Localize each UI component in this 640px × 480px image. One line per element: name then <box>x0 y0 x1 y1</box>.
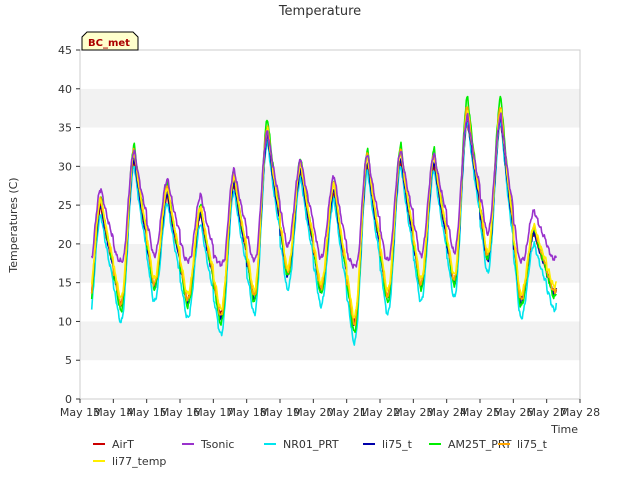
grid-band <box>80 88 580 128</box>
series-line-li77-temp <box>90 108 558 319</box>
legend-label: AM25T_PRT <box>448 438 512 451</box>
grid-band <box>80 50 580 89</box>
legend-label: li75_t <box>382 438 413 451</box>
y-axis-label: Temperatures (C) <box>7 177 20 273</box>
site-tag: BC_met <box>81 31 139 51</box>
x-tick-label: May 23 <box>393 406 433 419</box>
x-tick-label: May 17 <box>193 406 233 419</box>
legend-label: Tsonic <box>200 438 234 451</box>
y-tick-label: 30 <box>58 160 72 173</box>
x-tick-label: May 13 <box>60 406 100 419</box>
grid-band <box>80 243 580 283</box>
y-tick-label: 20 <box>58 238 72 251</box>
x-axis-label: Time <box>550 423 578 436</box>
x-tick-label: May 26 <box>493 406 533 419</box>
legend-label: NR01_PRT <box>283 438 339 451</box>
x-tick-label: May 28 <box>560 406 600 419</box>
y-tick-label: 35 <box>58 122 72 135</box>
y-tick-label: 10 <box>58 315 72 328</box>
x-tick-label: May 20 <box>293 406 333 419</box>
series-line-nr01-prt <box>90 120 558 346</box>
x-tick-label: May 19 <box>260 406 300 419</box>
x-tick-label: May 22 <box>360 406 400 419</box>
x-tick-label: May 24 <box>427 406 467 419</box>
series-layer <box>90 95 558 346</box>
legend-label: li77_temp <box>112 455 166 468</box>
y-tick-label: 0 <box>65 393 72 406</box>
x-tick-label: May 15 <box>127 406 167 419</box>
grid-band <box>80 282 580 322</box>
y-tick-label: 45 <box>58 44 72 57</box>
legend-label: li75_t <box>517 438 548 451</box>
x-tick-label: May 25 <box>460 406 500 419</box>
site-label: BC_met <box>88 38 130 49</box>
legend-label: AirT <box>112 438 134 451</box>
y-tick-label: 25 <box>58 199 72 212</box>
chart-title: Temperature <box>278 4 361 19</box>
y-tick-label: 5 <box>65 354 72 367</box>
x-tick-label: May 21 <box>327 406 367 419</box>
grid-band <box>80 321 580 361</box>
grid-band <box>80 360 580 399</box>
x-tick-label: May 16 <box>160 406 200 419</box>
series-line-tsonic <box>90 112 558 269</box>
x-tick-label: May 27 <box>527 406 567 419</box>
y-axis: 0 5 10 15 20 25 30 35 40 45 <box>58 44 80 406</box>
legend: AirT NR01_PRT li75_t AM25T_PRT li75_t li77_te… <box>93 438 548 468</box>
x-tick-label: May 18 <box>227 406 267 419</box>
plot-frame <box>79 49 581 400</box>
y-tick-label: 15 <box>58 277 72 290</box>
x-tick-label: May 14 <box>93 406 133 419</box>
y-tick-label: 40 <box>58 83 72 96</box>
